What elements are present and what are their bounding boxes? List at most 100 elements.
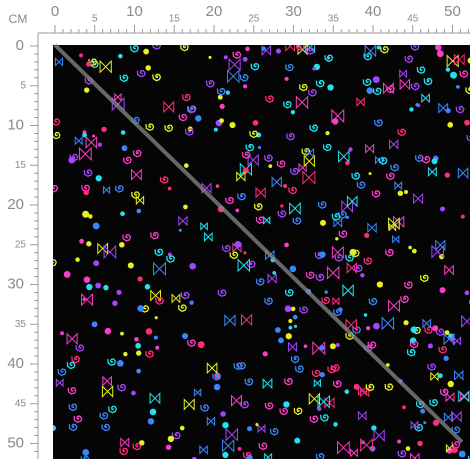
spiral <box>145 123 155 132</box>
bow <box>346 195 358 208</box>
dot <box>364 232 370 238</box>
dot <box>333 422 338 427</box>
spiral <box>311 369 321 378</box>
spiral <box>67 387 77 395</box>
bow <box>435 239 446 251</box>
spiral <box>269 428 279 436</box>
spiral <box>385 85 395 94</box>
spiral <box>107 358 117 366</box>
dot <box>324 290 328 294</box>
dot <box>220 411 226 417</box>
dot <box>84 87 90 93</box>
dot <box>223 55 228 60</box>
bow <box>399 69 408 79</box>
dot <box>135 342 141 349</box>
dot <box>293 324 298 328</box>
spiral <box>414 424 424 432</box>
spiral <box>363 257 373 266</box>
dot <box>288 319 293 324</box>
dot <box>246 426 253 432</box>
spiral <box>397 128 407 137</box>
bow <box>114 92 122 102</box>
dot <box>268 164 273 169</box>
bow <box>451 410 462 423</box>
bow <box>365 143 375 154</box>
spiral <box>229 251 239 260</box>
spiral <box>400 295 410 304</box>
dot <box>53 425 56 431</box>
spiral <box>114 185 124 193</box>
spiral <box>68 423 78 432</box>
dot <box>402 405 406 410</box>
spiral <box>152 73 162 82</box>
dot <box>467 57 470 64</box>
spiral <box>372 87 382 96</box>
dot <box>284 305 292 313</box>
dot <box>435 45 442 51</box>
top-ruler-label: 45 <box>407 14 419 25</box>
bow <box>421 93 430 104</box>
spiral <box>180 45 189 52</box>
dot <box>234 240 242 248</box>
dot <box>120 331 124 336</box>
spiral <box>285 63 294 72</box>
dot <box>229 122 236 129</box>
spiral <box>277 210 287 218</box>
dot <box>120 211 125 217</box>
bow <box>178 215 188 227</box>
bow <box>150 289 161 302</box>
bow <box>236 171 246 182</box>
spiral <box>309 124 319 133</box>
dot <box>427 343 433 349</box>
dot <box>243 251 247 255</box>
spiral <box>99 412 109 420</box>
dot <box>275 48 281 54</box>
bow <box>261 45 272 56</box>
spiral <box>245 143 255 152</box>
dot <box>136 350 142 356</box>
dot <box>443 355 449 362</box>
spiral <box>186 106 196 114</box>
dot <box>82 210 90 218</box>
spiral <box>298 83 308 92</box>
dot <box>360 273 365 278</box>
dot <box>154 316 158 320</box>
dot <box>288 325 293 330</box>
dot <box>325 131 330 136</box>
left-ruler-label: 45 <box>15 398 27 409</box>
dot <box>440 206 445 212</box>
spiral <box>320 414 329 422</box>
dot <box>255 423 259 427</box>
dot <box>283 401 290 408</box>
spiral <box>136 69 146 78</box>
bow <box>317 394 330 409</box>
dot <box>335 342 340 348</box>
spiral <box>294 365 304 374</box>
dot <box>458 450 466 458</box>
spiral <box>108 405 118 414</box>
dot <box>444 172 450 178</box>
dot <box>222 451 229 459</box>
spiral <box>53 185 59 193</box>
dot <box>312 66 316 71</box>
dot <box>213 127 218 132</box>
bow <box>257 424 266 434</box>
bow <box>410 452 420 459</box>
dot <box>423 421 427 425</box>
bow <box>102 185 111 195</box>
spiral <box>368 298 378 306</box>
dot <box>366 87 374 95</box>
dot <box>86 241 92 247</box>
left-ruler-label: 35 <box>15 319 27 330</box>
dot <box>372 76 380 84</box>
dot <box>79 53 83 58</box>
bow <box>410 420 419 430</box>
bow <box>326 265 340 280</box>
dot <box>86 61 92 67</box>
spiral <box>132 442 142 451</box>
dot <box>103 284 109 291</box>
spiral <box>371 190 381 198</box>
bow <box>444 264 454 276</box>
bow <box>458 390 470 403</box>
bow <box>454 369 464 381</box>
